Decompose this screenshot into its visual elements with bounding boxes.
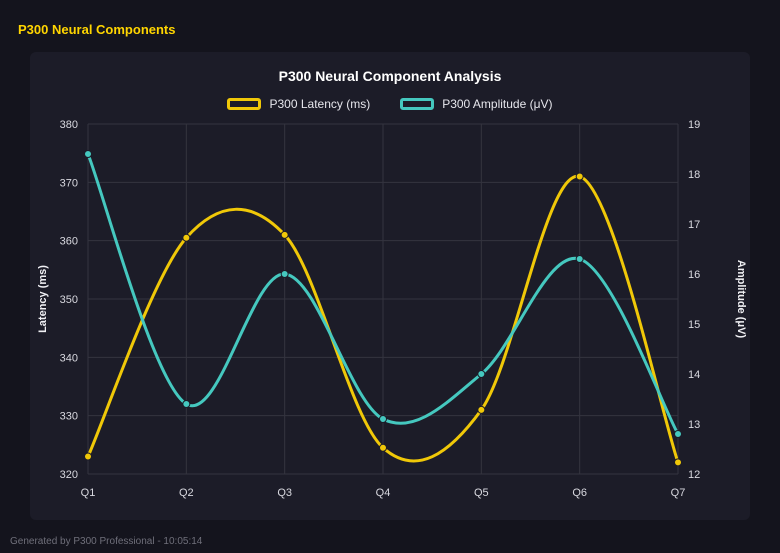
- left-axis-tick: 380: [60, 119, 78, 131]
- latency-legend-label: P300 Latency (ms): [269, 97, 371, 111]
- left-axis-tick: 320: [60, 469, 78, 481]
- data-point-series-0[interactable]: [575, 172, 584, 181]
- x-axis-tick: Q2: [179, 487, 194, 499]
- right-axis-tick: 14: [688, 369, 700, 381]
- left-axis-tick: 350: [60, 294, 78, 306]
- right-axis-tick: 17: [688, 219, 700, 231]
- right-axis-tick: 19: [688, 119, 700, 131]
- data-point-series-1[interactable]: [674, 430, 682, 438]
- line-chart: 320 330 340 350 360 370 380 12 13 14 15 16 17 18 19 Q1 Q…: [37, 119, 747, 499]
- data-point-series-0[interactable]: [280, 230, 289, 239]
- data-point-series-0[interactable]: [379, 443, 387, 452]
- latency-legend-swatch: [227, 98, 262, 110]
- right-axis-tick: 12: [688, 469, 700, 481]
- footer-note: Generated by P300 Professional - 10:05:1…: [10, 536, 203, 547]
- data-point-series-1[interactable]: [182, 400, 191, 408]
- left-axis-tick: 360: [60, 236, 78, 248]
- page-title: P300 Neural Components: [18, 22, 176, 37]
- right-axis-tick: 15: [688, 319, 700, 331]
- left-axis-tick: 330: [60, 411, 78, 423]
- data-point-series-1[interactable]: [379, 415, 387, 423]
- amplitude-legend-swatch: [400, 98, 435, 110]
- data-point-series-1[interactable]: [575, 255, 584, 263]
- amplitude-legend-label: P300 Amplitude (μV): [442, 97, 553, 111]
- data-point-series-0[interactable]: [477, 405, 486, 414]
- x-axis-tick: Q3: [277, 487, 292, 499]
- x-axis-tick: Q6: [572, 487, 587, 499]
- x-axis-tick: Q5: [474, 487, 489, 499]
- left-axis-tick: 370: [60, 177, 78, 189]
- right-axis-title: Amplitude (μV): [735, 260, 747, 339]
- legend-item-latency[interactable]: P300 Latency (ms): [227, 97, 370, 111]
- chart-title: P300 Neural Component Analysis: [278, 68, 502, 84]
- x-axis-tick: Q7: [671, 487, 686, 499]
- data-point-series-0[interactable]: [674, 458, 682, 467]
- data-point-series-0[interactable]: [182, 233, 191, 242]
- left-axis-tick: 340: [60, 352, 78, 364]
- chart-legend: P300 Latency (ms) P300 Amplitude (μV): [30, 94, 750, 114]
- left-axis-title: Latency (ms): [37, 265, 49, 333]
- chart-card: P300 Neural Component Analysis P300 Late…: [30, 52, 750, 520]
- data-point-series-1[interactable]: [477, 370, 486, 378]
- x-axis-tick: Q4: [376, 487, 391, 499]
- data-point-series-1[interactable]: [280, 270, 289, 278]
- legend-item-amplitude[interactable]: P300 Amplitude (μV): [400, 97, 553, 111]
- right-axis-tick: 18: [688, 169, 700, 181]
- right-axis-tick: 13: [688, 419, 700, 431]
- data-point-series-0[interactable]: [84, 452, 92, 461]
- data-point-series-1[interactable]: [84, 150, 92, 158]
- x-axis-tick: Q1: [81, 487, 96, 499]
- right-axis-tick: 16: [688, 269, 700, 281]
